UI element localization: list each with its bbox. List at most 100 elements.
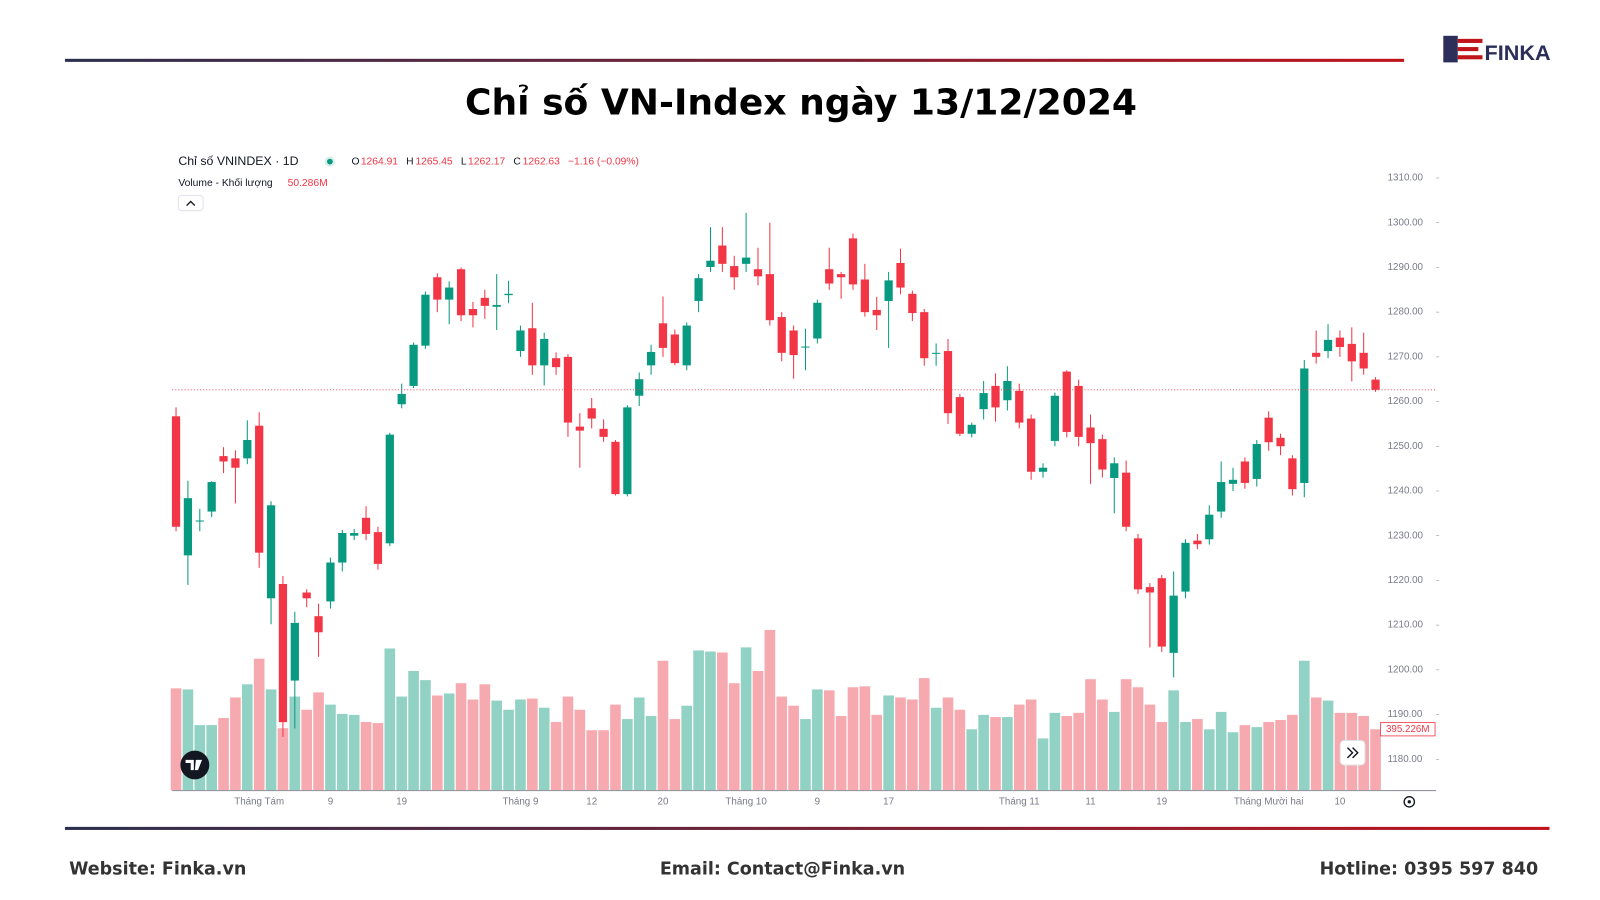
volume-bar — [728, 683, 740, 791]
volume-bar — [1287, 714, 1298, 791]
volume-bar — [1227, 732, 1239, 791]
candle-body — [1228, 479, 1238, 484]
volume-bar — [562, 696, 574, 791]
volume-bar — [669, 719, 681, 791]
candle-body — [1323, 339, 1333, 352]
volume-bar — [265, 689, 277, 791]
volume-bar — [883, 695, 894, 791]
volume-bar — [241, 684, 253, 791]
candle-body — [468, 309, 478, 316]
y-tick-label: 1210.00 — [1388, 620, 1424, 631]
candle-body — [730, 266, 739, 278]
candle-body — [1335, 337, 1345, 348]
candle-body — [658, 323, 668, 348]
candle-body — [789, 330, 798, 356]
legend-high-label: H — [406, 156, 413, 167]
candle-body — [825, 269, 834, 284]
candle-body — [1145, 587, 1155, 593]
candle-body — [694, 278, 703, 301]
candle-body — [718, 245, 727, 264]
volume-bar — [372, 723, 384, 791]
volume-bar — [847, 687, 859, 791]
y-tick-label: 1270.00 — [1388, 351, 1424, 362]
volume-bar — [1085, 679, 1096, 791]
bottom-rule — [64, 826, 1550, 830]
x-tick-label: 10 — [1334, 796, 1345, 807]
settings-icon[interactable] — [1403, 796, 1416, 808]
candle-body — [741, 257, 751, 264]
x-tick-label: 20 — [658, 796, 669, 807]
candle-body — [195, 520, 204, 522]
candle-body — [1062, 371, 1071, 432]
volume-bar — [527, 698, 538, 791]
candle-body — [183, 498, 193, 556]
candle-body — [207, 482, 216, 512]
candle-body — [1050, 395, 1060, 441]
candle-body — [753, 269, 763, 277]
candle-body — [504, 293, 513, 296]
x-tick-label: Tháng 10 — [725, 796, 767, 807]
volume-bar — [788, 705, 799, 791]
volume-bar — [515, 699, 526, 791]
candle-body — [801, 346, 810, 348]
volume-bar — [336, 713, 348, 791]
volume-bar — [491, 700, 503, 791]
scroll-button[interactable] — [1339, 739, 1366, 766]
candle-body — [955, 397, 964, 434]
volume-bar — [230, 697, 241, 791]
legend-low-label: L — [461, 156, 467, 167]
x-tick-label: Tháng Tám — [234, 796, 284, 807]
volume-bar — [776, 696, 788, 791]
x-tick-label: 19 — [396, 796, 407, 807]
volume-bar — [990, 717, 1001, 791]
x-tick-label: Tháng 11 — [999, 796, 1040, 807]
volume-bar — [705, 651, 716, 791]
legend-high: 1265.45 — [415, 156, 452, 167]
volume-bar — [1061, 715, 1073, 791]
volume-bar — [550, 721, 562, 791]
volume-bar — [645, 715, 657, 791]
volume-bar — [277, 728, 289, 791]
legend-open-label: O — [352, 156, 360, 167]
legend-volume-label: Volume - Khối lượng — [178, 177, 273, 189]
volume-bar — [622, 719, 633, 791]
y-tick-label: 1190.00 — [1388, 709, 1423, 720]
x-tick-label: 19 — [1156, 796, 1167, 807]
volume-bar — [408, 670, 419, 791]
candle-body — [1122, 472, 1131, 527]
candle-body — [350, 533, 359, 536]
y-tick-label: 1310.00 — [1388, 173, 1424, 184]
legend-open: 1264.91 — [361, 156, 398, 167]
y-tick-label: 1240.00 — [1388, 486, 1424, 497]
volume-bar — [313, 692, 324, 791]
candle-body — [623, 407, 632, 495]
volume-bar — [1180, 721, 1191, 791]
candle-body — [896, 262, 905, 288]
volume-bar — [1168, 690, 1179, 791]
volume-bar — [1132, 687, 1144, 791]
volume-bar — [1310, 697, 1322, 791]
candle-body — [599, 428, 608, 437]
volume-bar — [479, 684, 491, 791]
candle-body — [979, 393, 988, 410]
volume-bar — [1156, 721, 1168, 791]
volume-bar — [598, 730, 609, 791]
candle-body — [290, 622, 299, 681]
x-tick-label: 9 — [815, 796, 820, 807]
volume-bar — [301, 709, 312, 791]
candle-body — [932, 352, 941, 354]
candle-body — [1240, 461, 1250, 483]
candle-body — [231, 458, 240, 468]
candle-body — [314, 616, 323, 633]
x-tick-label: 17 — [883, 796, 894, 807]
status-dot — [327, 158, 333, 165]
volume-bar — [1192, 719, 1203, 791]
volume-bar — [467, 699, 479, 791]
volume-bar — [1002, 717, 1013, 791]
candle-body — [326, 562, 335, 602]
volume-bar — [396, 696, 408, 791]
tv-logo[interactable] — [180, 750, 210, 780]
volume-marker-label: 395.226M — [1386, 724, 1430, 735]
collapse-button[interactable] — [177, 194, 204, 212]
